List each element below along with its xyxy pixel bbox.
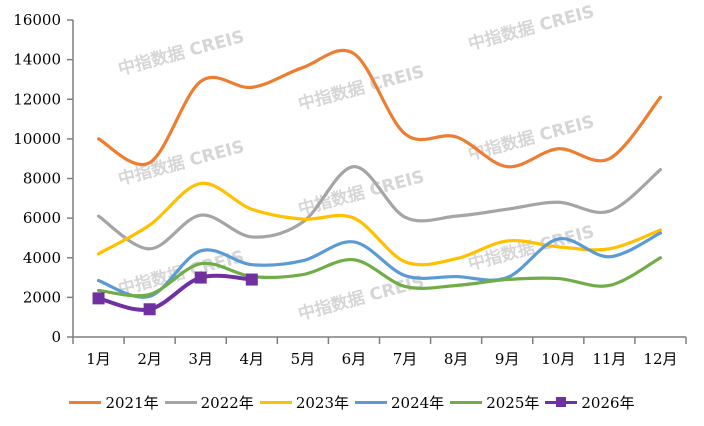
legend-label: 2026年	[581, 394, 635, 412]
y-tick-label: 12000	[13, 90, 61, 108]
watermark-text: 中指数据 CREIS	[466, 1, 597, 55]
legend-label: 2023年	[295, 394, 349, 412]
y-tick-label: 10000	[13, 130, 61, 148]
legend-item: 2023年	[259, 392, 349, 413]
y-tick-label: 14000	[13, 51, 61, 69]
series-line-2025	[96, 256, 663, 298]
legend-swatch	[69, 401, 102, 404]
data-point-2026	[92, 292, 105, 305]
legend-label: 2025年	[486, 394, 540, 412]
legend: 2021年 2022年 2023年 2024年 2025年 2026年	[0, 392, 704, 413]
x-tick-label: 1月	[86, 350, 111, 368]
y-tick-label: 4000	[23, 249, 61, 267]
x-tick-label: 2月	[137, 350, 162, 368]
legend-swatch	[355, 401, 387, 404]
legend-label: 2024年	[391, 394, 445, 412]
legend-marker	[556, 397, 567, 407]
series-line-2023	[96, 181, 663, 267]
series-line-2022	[96, 165, 663, 251]
series-line-2021	[96, 48, 663, 169]
legend-item: 2025年	[450, 392, 539, 413]
x-tick-label: 11月	[592, 350, 626, 368]
series-line-2024	[96, 231, 663, 299]
y-tick-label: 16000	[13, 11, 61, 29]
x-tick-label: 7月	[393, 350, 418, 368]
x-tick-label: 6月	[342, 350, 367, 368]
watermark-text: 中指数据 CREIS	[296, 166, 427, 220]
axes: 0 2000 4000 6000 8000 10000 12000 14000 16000 1月 2…	[13, 11, 687, 368]
legend-label: 2022年	[200, 394, 254, 412]
legend-swatch	[164, 401, 197, 404]
series-lines	[92, 48, 663, 316]
legend-item: 2021年	[69, 392, 159, 413]
data-point-2026	[245, 273, 258, 286]
x-tick-label: 4月	[240, 350, 265, 368]
legend-swatch	[545, 397, 578, 407]
x-tick-label: 9月	[495, 350, 520, 368]
watermark-text: 中指数据 CREIS	[296, 271, 427, 325]
legend-label: 2021年	[105, 394, 159, 412]
y-tick-label: 6000	[23, 209, 61, 227]
x-tick-label: 3月	[188, 350, 213, 368]
x-tick-label: 8月	[444, 350, 469, 368]
legend-swatch	[450, 401, 483, 404]
watermark-text: 中指数据 CREIS	[116, 26, 247, 80]
data-point-2026	[143, 303, 156, 316]
legend-item: 2022年	[164, 392, 254, 413]
legend-item: 2026年	[545, 392, 635, 413]
series-line-2026	[96, 273, 254, 312]
x-tick-label: 5月	[291, 350, 316, 368]
x-tick-label: 12月	[643, 350, 677, 368]
data-point-2026	[194, 271, 207, 284]
y-tick-label: 0	[51, 328, 61, 346]
legend-swatch	[259, 401, 292, 404]
line-chart: 中指数据 CREIS 中指数据 CREIS 中指数据 CREIS 中指数据 CREIS…	[13, 1, 687, 368]
x-tick-label: 10月	[541, 350, 575, 368]
y-tick-label: 2000	[23, 288, 61, 306]
legend-item: 2024年	[355, 392, 444, 413]
watermark-text: 中指数据 CREIS	[296, 61, 427, 115]
y-tick-label: 8000	[23, 170, 61, 188]
